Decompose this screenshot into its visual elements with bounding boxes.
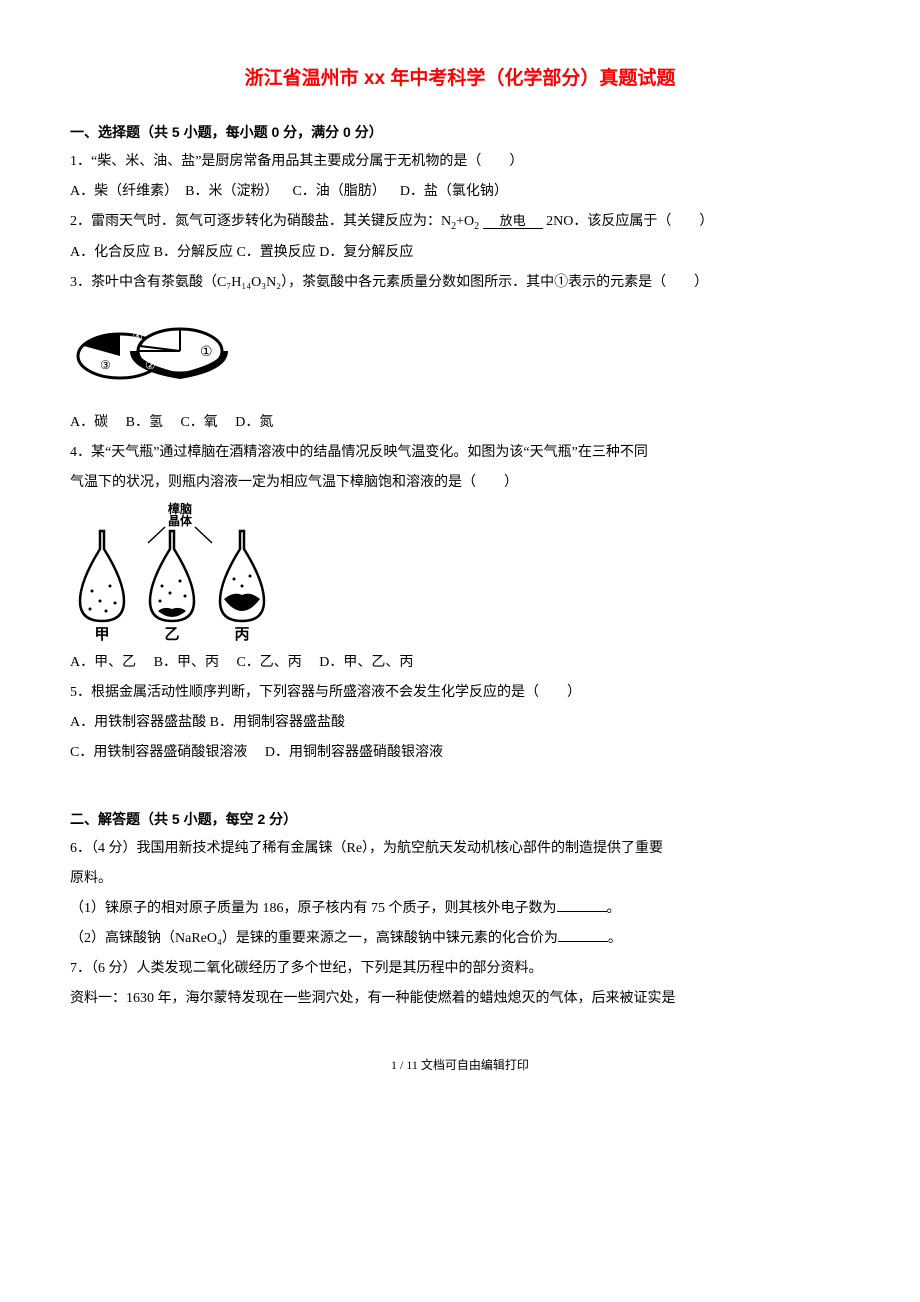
question-2-options: A．化合反应 B．分解反应 C．置换反应 D．复分解反应: [70, 239, 850, 267]
svg-text:③: ③: [100, 358, 111, 372]
q1-option-b: B．米（淀粉）: [185, 184, 278, 199]
question-6-part-2: （2）高铼酸钠（NaReO₄）是铼的重要来源之一，高铼酸钠中铼元素的化合价为 。: [70, 925, 850, 953]
question-4-options: A．甲、乙 B．甲、丙 C．乙、丙 D．甲、乙、丙: [70, 649, 850, 677]
svg-text:②: ②: [145, 358, 156, 372]
q2-prefix: 2．雷雨天气时．氮气可逐步转化为硝酸盐．其关键反应为：N: [70, 214, 451, 229]
question-1: 1．“柴、米、油、盐”是厨房常备用品其主要成分属于无机物的是（ ）: [70, 148, 850, 176]
svg-text:晶体: 晶体: [168, 513, 193, 528]
section-1-header: 一、选择题（共 5 小题，每小题 0 分，满分 0 分）: [70, 118, 850, 146]
q6-p2-suffix: 。: [608, 931, 622, 946]
question-5-options-2: C．用铁制容器盛硝酸银溶液 D．用铜制容器盛硝酸银溶液: [70, 739, 850, 767]
svg-text:甲: 甲: [94, 626, 109, 641]
q2-suffix: 2NO．该反应属于（ ）: [546, 214, 713, 229]
arrow-line-icon: [483, 228, 543, 229]
question-6-line-2: 原料。: [70, 865, 850, 893]
q6-p2-prefix: （2）高铼酸钠（NaReO₄）是铼的重要来源之一，高铼酸钠中铼元素的化合价为: [70, 931, 558, 946]
page-footer: 1 / 11 文档可自由编辑打印: [70, 1053, 850, 1077]
section-2-header: 二、解答题（共 5 小题，每空 2 分）: [70, 805, 850, 833]
arrow-label: 放电: [483, 214, 543, 227]
svg-text:乙: 乙: [164, 627, 179, 641]
q1-option-c: C．油（脂肪）: [292, 184, 385, 199]
bottles-figure: 樟脑 晶体 甲 乙 丙: [70, 501, 850, 641]
question-2: 2．雷雨天气时．氮气可逐步转化为硝酸盐．其关键反应为：N2+O2 放电 2NO．…: [70, 208, 850, 237]
pie-chart-figure: ① ④ ③ ②: [70, 301, 850, 401]
svg-text:丙: 丙: [234, 626, 249, 641]
question-3: 3．茶叶中含有茶氨酸（C₇H₁₄O₃N₂），茶氨酸中各元素质量分数如图所示．其中…: [70, 269, 850, 297]
question-3-options: A．碳 B．氢 C．氧 D．氮: [70, 409, 850, 437]
q6-p1-suffix: 。: [607, 901, 621, 916]
blank-input: [557, 897, 607, 912]
q1-option-a: A．柴（纤维素）: [70, 184, 178, 199]
question-6-part-1: （1）铼原子的相对原子质量为 186，原子核内有 75 个质子，则其核外电子数为…: [70, 895, 850, 923]
question-5: 5．根据金属活动性顺序判断，下列容器与所盛溶液不会发生化学反应的是（ ）: [70, 679, 850, 707]
q1-option-d: D．盐（氯化钠）: [400, 184, 508, 199]
question-7-resource-1: 资料一：1630 年，海尔蒙特发现在一些洞穴处，有一种能使燃着的蜡烛熄灭的气体，…: [70, 985, 850, 1013]
q2-sub-2: 2: [474, 221, 479, 232]
question-1-options: A．柴（纤维素） B．米（淀粉） C．油（脂肪） D．盐（氯化钠）: [70, 178, 850, 206]
svg-text:①: ①: [200, 345, 213, 360]
question-6-line-1: 6．（4 分）我国用新技术提纯了稀有金属铼（Re），为航空航天发动机核心部件的制…: [70, 835, 850, 863]
q6-p1-prefix: （1）铼原子的相对原子质量为 186，原子核内有 75 个质子，则其核外电子数为: [70, 901, 557, 916]
question-4-line-1: 4．某“天气瓶”通过樟脑在酒精溶液中的结晶情况反映气温变化。如图为该“天气瓶”在…: [70, 439, 850, 467]
question-7: 7．（6 分）人类发现二氧化碳经历了多个世纪，下列是其历程中的部分资料。: [70, 955, 850, 983]
reaction-arrow: 放电: [483, 214, 543, 229]
svg-text:④: ④: [132, 330, 143, 344]
document-title: 浙江省温州市 xx 年中考科学（化学部分）真题试题: [70, 60, 850, 98]
question-4-line-2: 气温下的状况，则瓶内溶液一定为相应气温下樟脑饱和溶液的是（ ）: [70, 469, 850, 497]
blank-input: [558, 927, 608, 942]
question-5-options-1: A．用铁制容器盛盐酸 B．用铜制容器盛盐酸: [70, 709, 850, 737]
q2-mid: +O: [456, 214, 474, 229]
